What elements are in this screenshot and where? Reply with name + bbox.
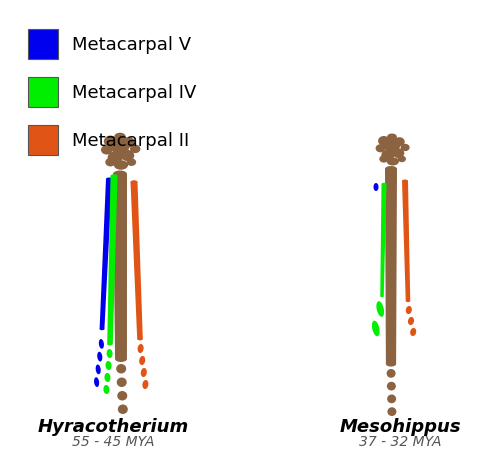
Bar — [28, 30, 58, 60]
Ellipse shape — [387, 394, 396, 403]
Ellipse shape — [116, 364, 126, 374]
Ellipse shape — [378, 137, 390, 146]
Text: Mesohippus: Mesohippus — [339, 417, 461, 435]
Ellipse shape — [386, 362, 396, 367]
Ellipse shape — [400, 144, 409, 152]
Ellipse shape — [139, 356, 145, 365]
Text: Metacarpal II: Metacarpal II — [72, 131, 190, 150]
Ellipse shape — [382, 183, 386, 186]
Text: Metacarpal IV: Metacarpal IV — [72, 84, 196, 102]
Ellipse shape — [118, 405, 128, 414]
Ellipse shape — [107, 343, 113, 346]
Ellipse shape — [101, 146, 112, 155]
Ellipse shape — [376, 145, 386, 153]
Ellipse shape — [386, 369, 396, 378]
Ellipse shape — [374, 184, 378, 192]
Ellipse shape — [387, 382, 396, 391]
Ellipse shape — [104, 136, 117, 148]
Ellipse shape — [141, 368, 147, 377]
Ellipse shape — [386, 158, 399, 166]
Polygon shape — [380, 185, 386, 297]
Polygon shape — [107, 176, 118, 344]
Ellipse shape — [402, 180, 408, 183]
Ellipse shape — [106, 361, 112, 370]
Ellipse shape — [106, 349, 112, 358]
Ellipse shape — [130, 145, 140, 154]
Ellipse shape — [114, 133, 126, 141]
Ellipse shape — [104, 385, 110, 394]
Ellipse shape — [106, 158, 116, 167]
Ellipse shape — [372, 321, 380, 337]
Ellipse shape — [118, 391, 128, 400]
Ellipse shape — [384, 138, 400, 153]
Text: 55 - 45 MYA: 55 - 45 MYA — [72, 434, 154, 448]
Ellipse shape — [382, 150, 394, 161]
Ellipse shape — [385, 167, 397, 173]
Text: 37 - 32 MYA: 37 - 32 MYA — [359, 434, 442, 448]
Ellipse shape — [100, 328, 104, 331]
Ellipse shape — [121, 150, 134, 162]
Ellipse shape — [406, 307, 412, 314]
Ellipse shape — [108, 152, 123, 164]
Ellipse shape — [114, 161, 128, 170]
Ellipse shape — [96, 365, 101, 375]
Ellipse shape — [122, 138, 134, 148]
Polygon shape — [100, 180, 112, 329]
Ellipse shape — [104, 373, 110, 382]
Polygon shape — [385, 169, 397, 364]
Polygon shape — [402, 181, 410, 301]
Polygon shape — [130, 182, 143, 339]
Ellipse shape — [97, 352, 102, 362]
Text: Hyracotherium: Hyracotherium — [38, 417, 188, 435]
Ellipse shape — [110, 138, 130, 155]
Ellipse shape — [408, 317, 414, 325]
Text: Metacarpal V: Metacarpal V — [72, 36, 191, 54]
Ellipse shape — [116, 378, 126, 387]
Ellipse shape — [380, 296, 384, 298]
Ellipse shape — [142, 380, 148, 389]
Ellipse shape — [115, 356, 127, 362]
Ellipse shape — [138, 344, 143, 353]
Ellipse shape — [393, 149, 404, 159]
Ellipse shape — [106, 178, 112, 181]
Polygon shape — [113, 175, 127, 359]
Ellipse shape — [113, 171, 127, 178]
Ellipse shape — [410, 328, 416, 336]
Bar — [28, 78, 58, 108]
Ellipse shape — [94, 377, 99, 387]
Bar — [28, 126, 58, 156]
Ellipse shape — [376, 301, 384, 317]
Ellipse shape — [406, 300, 410, 302]
Ellipse shape — [380, 156, 388, 163]
Ellipse shape — [387, 134, 397, 141]
Ellipse shape — [394, 138, 404, 147]
Ellipse shape — [137, 338, 143, 341]
Ellipse shape — [99, 339, 104, 349]
Ellipse shape — [126, 159, 136, 167]
Ellipse shape — [388, 407, 396, 416]
Ellipse shape — [398, 156, 406, 163]
Ellipse shape — [130, 181, 138, 184]
Ellipse shape — [110, 175, 117, 178]
